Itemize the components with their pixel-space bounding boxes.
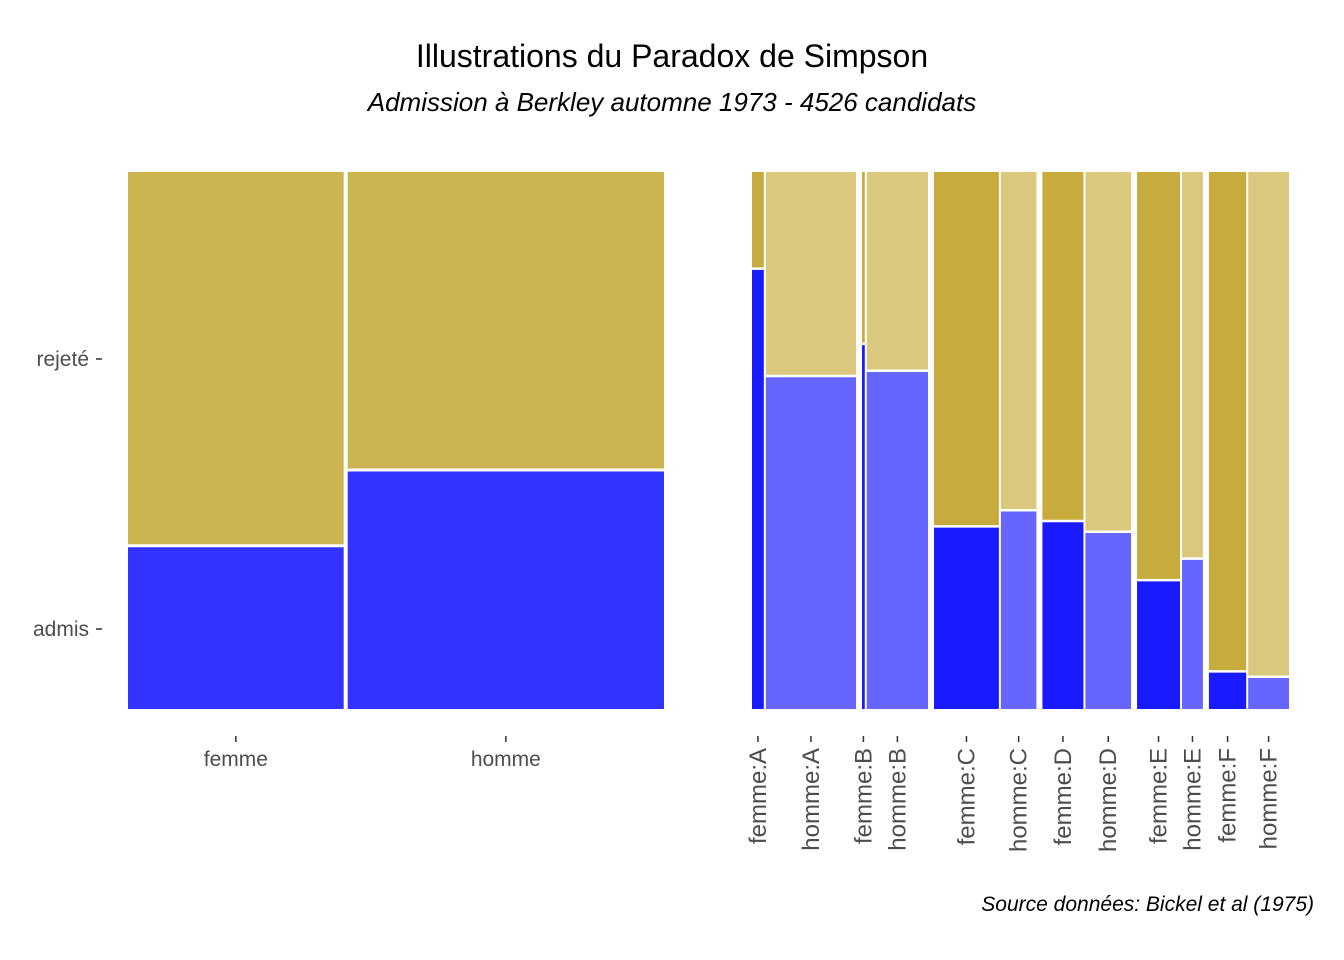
mosaic-cell-rejete-femme-F [1208, 172, 1247, 672]
mosaic-cell-rejete-homme [347, 172, 664, 471]
mosaic-cell-rejete-femme-A [752, 172, 764, 269]
x-tick-label: homme:E [1179, 748, 1206, 851]
mosaic-cell-rejete-homme-F [1248, 172, 1289, 677]
x-tick-label: homme:B [884, 748, 911, 851]
x-tick-label: homme [471, 748, 541, 771]
mosaic-cell-rejete-homme-A [765, 172, 857, 377]
left-mosaic-panel: femme homme admis rejeté [33, 172, 664, 771]
mosaic-cell-admis-femme-A [752, 268, 764, 709]
mosaic-cell-admis-homme-E [1182, 558, 1203, 709]
x-tick-label: homme:D [1095, 748, 1122, 852]
mosaic-cell-admis-femme-F [1208, 671, 1247, 709]
mosaic-cell-rejete-femme-E [1137, 172, 1181, 581]
x-tick-label: homme:F [1256, 748, 1283, 849]
x-tick-label: femme:C [953, 748, 980, 845]
mosaic-cell-rejete-homme-B [866, 172, 929, 371]
mosaic-cell-admis-homme-D [1085, 531, 1132, 709]
mosaic-cell-admis-homme-F [1248, 676, 1289, 709]
mosaic-cell-admis-homme-B [866, 370, 929, 709]
mosaic-cell-admis-homme-A [765, 376, 857, 709]
chart-title: Illustrations du Paradox de Simpson [415, 38, 929, 74]
mosaic-cell-admis-homme-C [1000, 510, 1037, 709]
mosaic-cell-rejete-homme-D [1085, 172, 1132, 532]
mosaic-cell-rejete-homme-E [1182, 172, 1203, 559]
mosaic-cell-rejete-femme-C [934, 172, 999, 527]
right-mosaic-panel: femme:A homme:A femme:B homme:B femme:C homme… [745, 172, 1289, 852]
x-tick-label: homme:C [1006, 748, 1033, 852]
mosaic-cell-admis-femme [128, 545, 344, 709]
mosaic-cell-admis-femme-D [1042, 521, 1084, 709]
y-tick-label: admis [33, 618, 89, 641]
chart-subtitle: Admission à Berkley automne 1973 - 4526 … [367, 87, 977, 117]
mosaic-cell-rejete-femme-B [862, 172, 865, 344]
mosaic-cell-rejete-femme [128, 172, 344, 546]
y-tick-label: rejeté [36, 348, 89, 371]
mosaic-cell-admis-femme-B [862, 343, 865, 709]
x-tick-label: femme:D [1050, 748, 1077, 845]
x-tick-label: femme:B [850, 748, 877, 844]
mosaic-cell-admis-femme-C [934, 526, 999, 709]
mosaic-cell-admis-femme-E [1137, 580, 1181, 709]
source-caption: Source données: Bickel et al (1975) [981, 893, 1314, 916]
x-tick-label: femme:F [1215, 748, 1242, 843]
x-tick-label: femme:E [1146, 748, 1173, 844]
x-tick-label: femme [204, 748, 268, 771]
mosaic-cell-rejete-femme-D [1042, 172, 1084, 522]
mosaic-cell-admis-homme [347, 470, 664, 709]
x-tick-label: femme:A [745, 748, 772, 844]
mosaic-cell-rejete-homme-C [1000, 172, 1037, 511]
x-tick-label: homme:A [798, 748, 825, 851]
